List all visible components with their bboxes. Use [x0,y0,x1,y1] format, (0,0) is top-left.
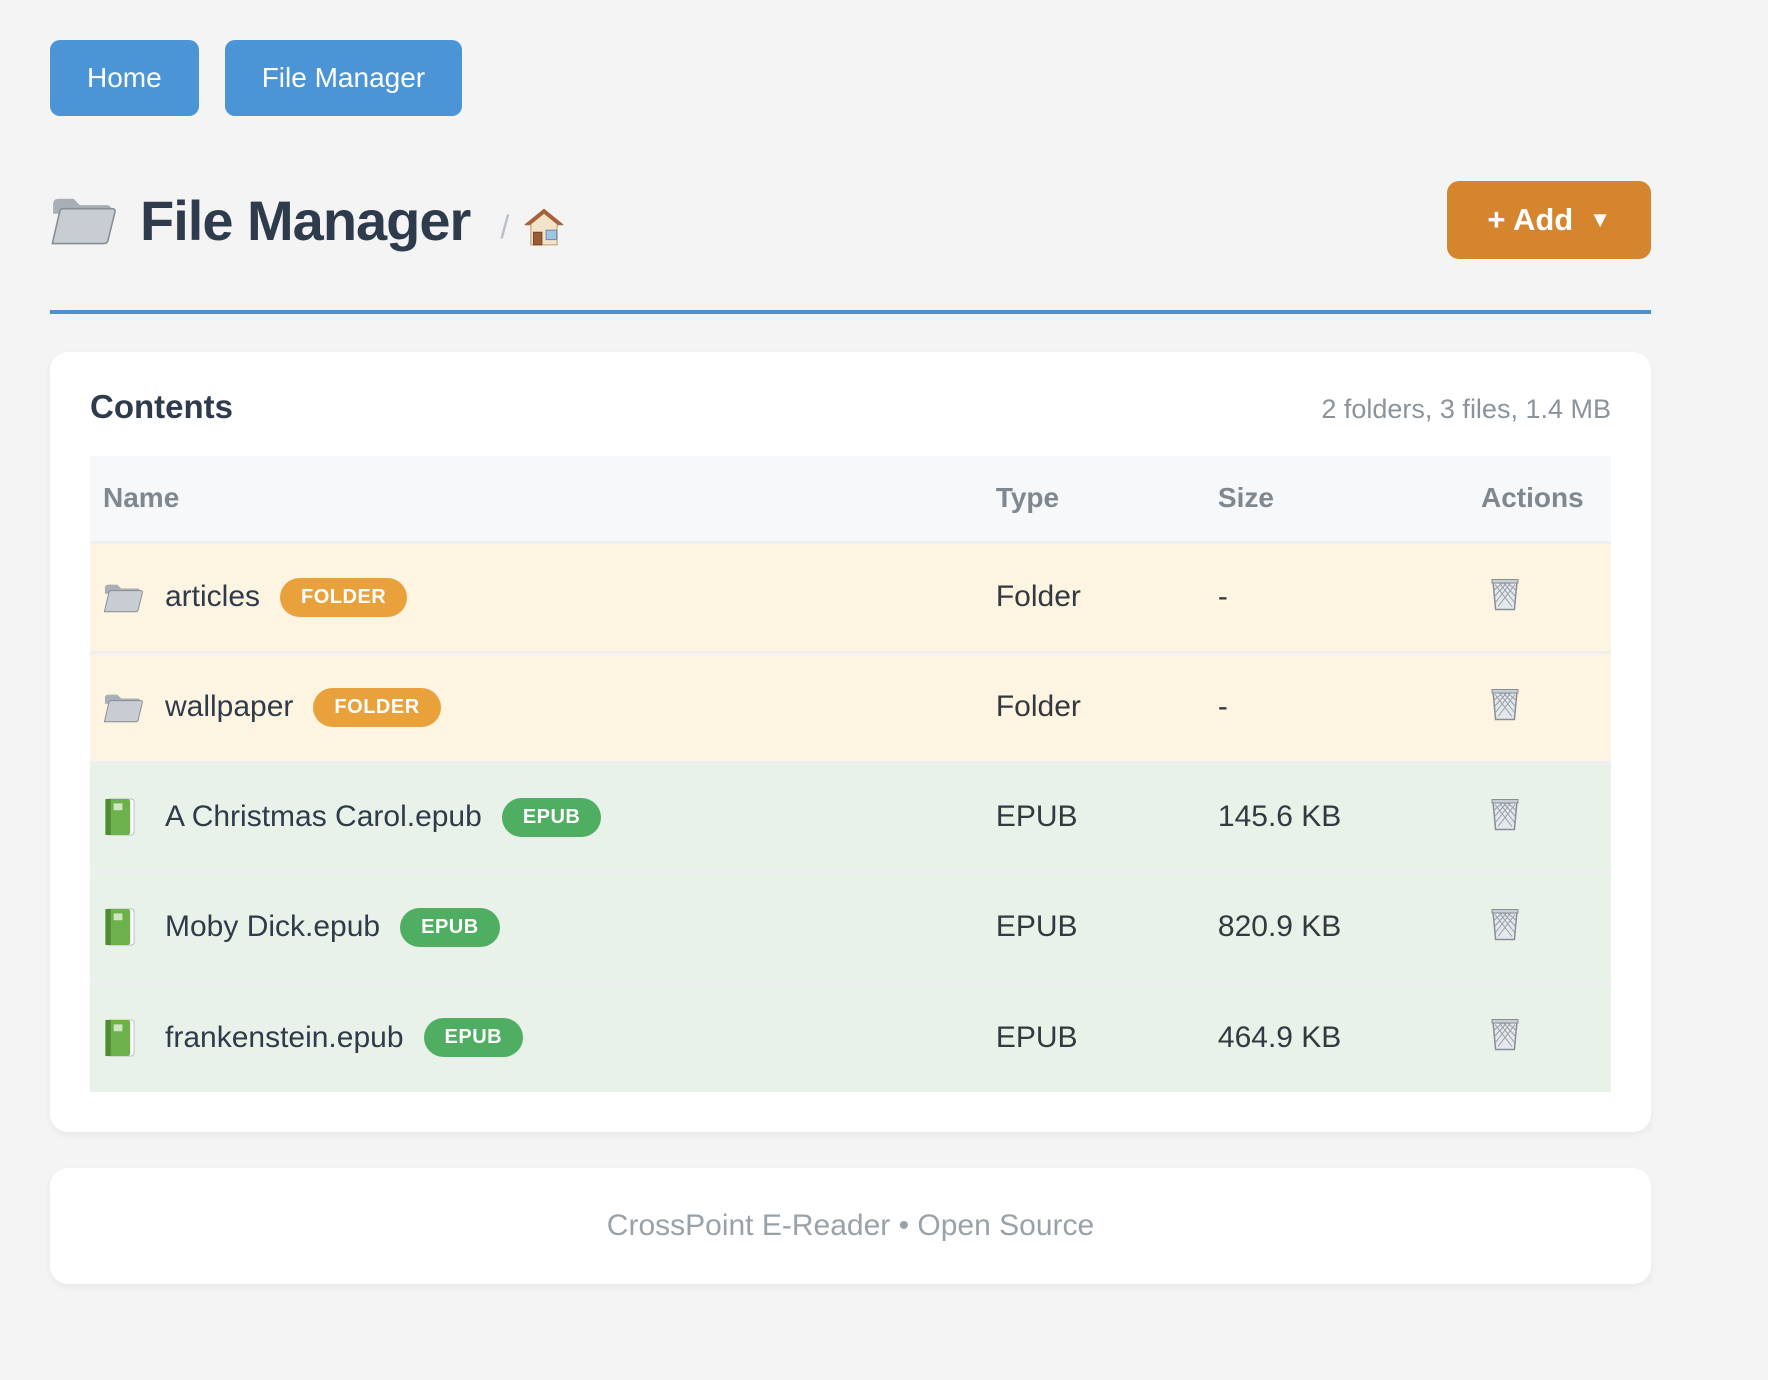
column-header-name: Name [90,456,983,542]
column-header-size: Size [1204,456,1469,542]
breadcrumb-separator: / [500,208,510,245]
add-button[interactable]: + Add ▼ [1447,181,1651,259]
folder-icon [51,198,116,245]
trash-icon [1491,798,1519,830]
size-cell: - [1204,540,1469,652]
size-cell: 820.9 KB [1204,870,1469,982]
file-name-link[interactable]: articles [165,580,261,613]
contents-card: Contents 2 folders, 3 files, 1.4 MB Name… [50,352,1651,1132]
table-row: articles FOLDER Folder - [90,540,1611,652]
contents-heading: Contents [90,388,233,425]
contents-table-body: articles FOLDER Folder - [90,540,1611,1092]
contents-table: Name Type Size Actions articles FOLDER [90,456,1611,1092]
type-cell: Folder [982,540,1205,652]
table-row: frankenstein.epub EPUB EPUB 464.9 KB [90,980,1611,1092]
book-icon [103,907,145,947]
book-icon [103,1018,145,1058]
type-cell: EPUB [982,760,1205,872]
type-badge: EPUB [501,797,602,837]
size-cell: 464.9 KB [1204,980,1469,1092]
header-divider [50,310,1651,314]
breadcrumb: / [500,207,565,247]
delete-button[interactable] [1481,1015,1521,1052]
home-breadcrumb-icon[interactable] [523,207,565,247]
page-container: Home File Manager File Manager / + Add [50,0,1651,1284]
type-cell: EPUB [982,980,1205,1092]
folder-icon [103,687,145,727]
column-header-type: Type [982,456,1205,542]
type-badge: EPUB [400,907,500,947]
caret-down-icon: ▼ [1589,207,1611,232]
page-title: File Manager [140,188,471,252]
contents-summary: 2 folders, 3 files, 1.4 MB [1321,394,1611,424]
book-icon [103,797,145,837]
add-button-label: + Add [1487,202,1574,237]
column-header-actions: Actions [1468,456,1611,542]
trash-icon [1491,1019,1519,1051]
contents-table-header: Name Type Size Actions [90,456,1611,542]
footer-card: CrossPoint E-Reader • Open Source [50,1168,1651,1284]
home-button[interactable]: Home [50,40,199,116]
delete-button[interactable] [1481,905,1521,942]
file-name-link[interactable]: A Christmas Carol.epub [165,800,482,833]
footer-text: CrossPoint E-Reader • Open Source [606,1209,1095,1242]
file-name-link[interactable]: wallpaper [165,690,294,723]
table-row: A Christmas Carol.epub EPUB EPUB 145.6 K… [90,760,1611,872]
title-group: File Manager / [50,188,565,253]
page-header: File Manager / + Add ▼ [50,180,1651,260]
file-name-link[interactable]: frankenstein.epub [165,1020,404,1054]
type-badge: EPUB [423,1018,524,1058]
size-cell: - [1204,650,1469,762]
contents-card-header: Contents 2 folders, 3 files, 1.4 MB [90,388,1611,426]
table-row: Moby Dick.epub EPUB EPUB 820.9 KB [90,870,1611,982]
top-nav: Home File Manager [50,40,1651,116]
file-manager-button[interactable]: File Manager [224,40,463,116]
delete-button[interactable] [1481,575,1521,612]
delete-button[interactable] [1481,795,1521,832]
type-badge: FOLDER [280,577,408,617]
delete-button[interactable] [1481,685,1521,722]
folder-icon [103,577,145,617]
type-badge: FOLDER [313,687,441,727]
file-name-link[interactable]: Moby Dick.epub [165,910,381,943]
trash-icon [1491,688,1519,720]
trash-icon [1491,578,1519,610]
type-cell: EPUB [982,870,1205,982]
trash-icon [1491,908,1519,940]
type-cell: Folder [982,650,1205,762]
table-row: wallpaper FOLDER Folder - [90,650,1611,762]
size-cell: 145.6 KB [1204,760,1469,872]
